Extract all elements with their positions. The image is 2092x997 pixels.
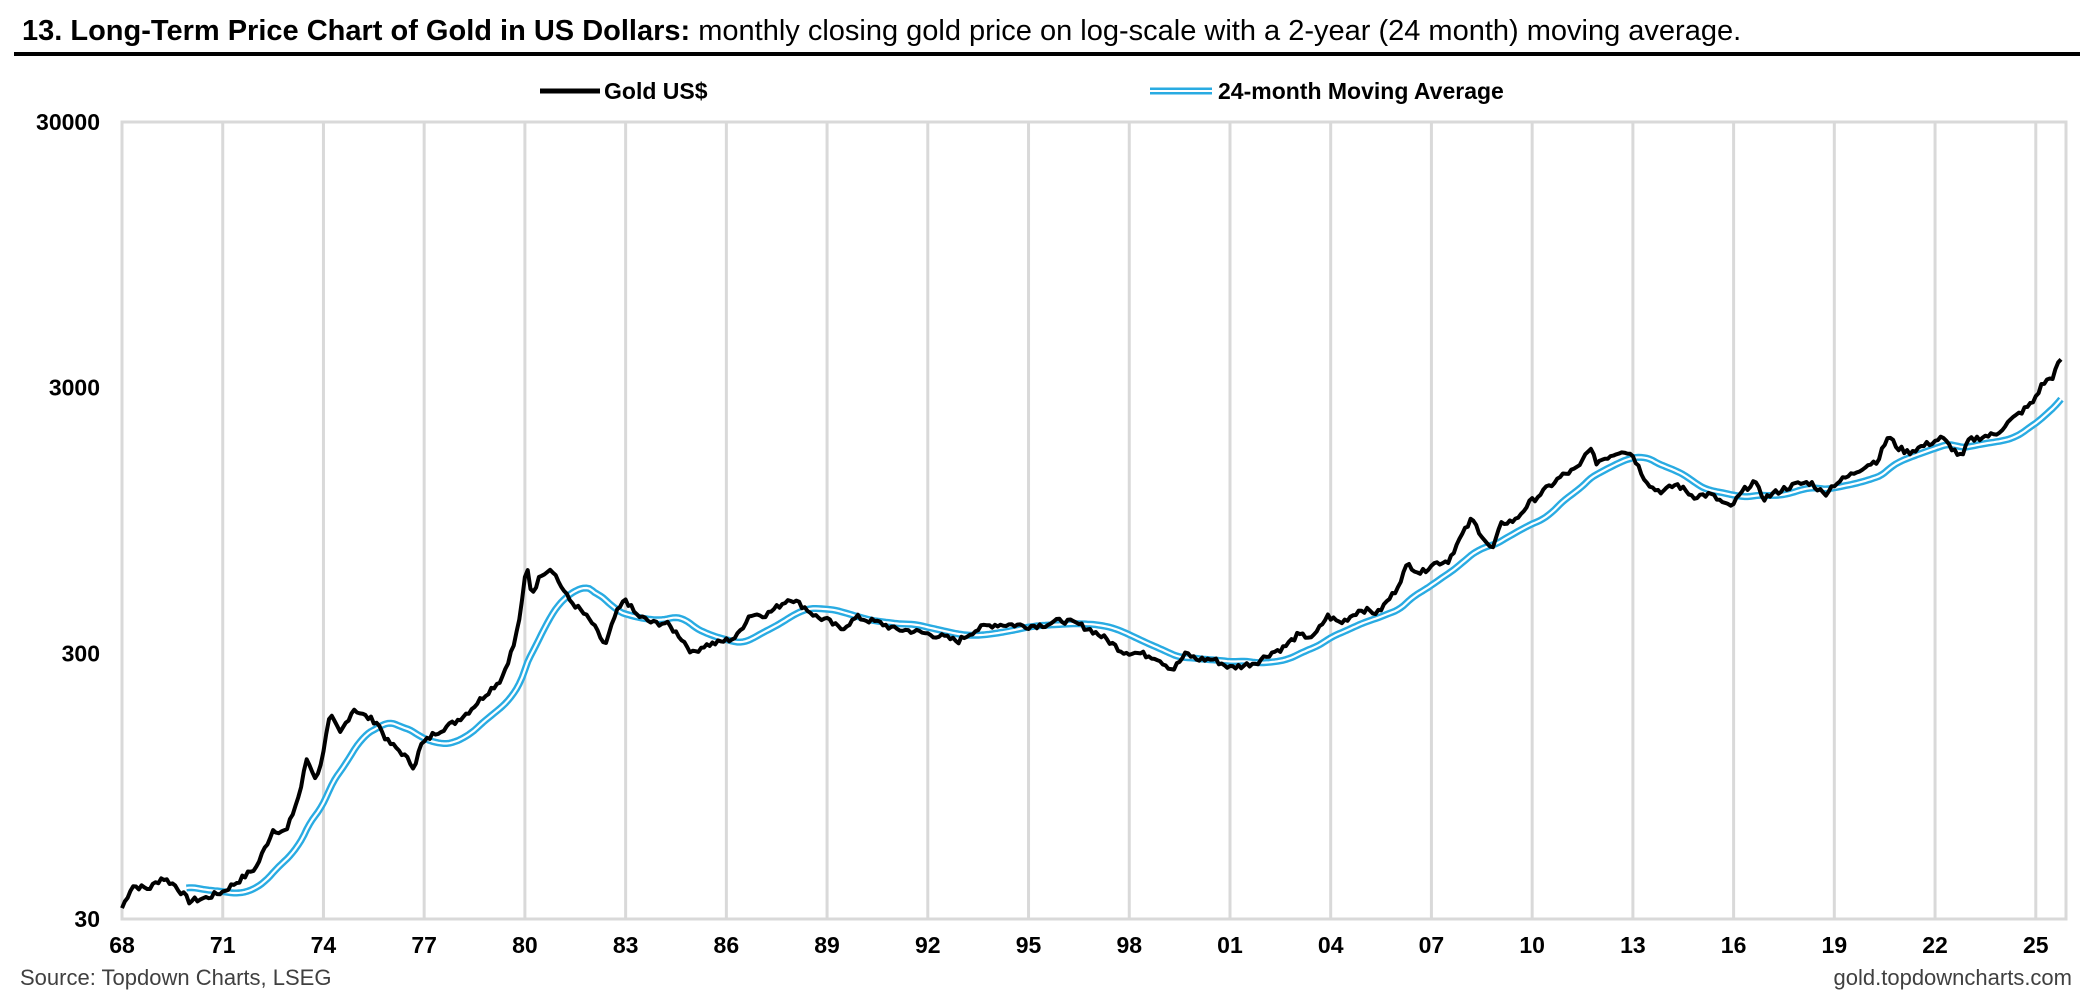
legend-ma-label: 24-month Moving Average xyxy=(1218,78,1504,104)
gold-price-line xyxy=(120,358,2063,909)
y-tick-label: 300 xyxy=(62,640,100,666)
y-tick-label: 30000 xyxy=(36,109,100,135)
x-tick-label: 86 xyxy=(714,932,740,958)
x-tick-label: 04 xyxy=(1318,932,1344,958)
chart-title-bold: 13. Long-Term Price Chart of Gold in US … xyxy=(22,15,690,47)
series-layer xyxy=(120,358,2064,909)
website-credit: gold.topdowncharts.com xyxy=(1834,965,2072,990)
x-tick-label: 19 xyxy=(1822,932,1848,958)
gridlines xyxy=(221,122,2038,919)
x-tick-label: 80 xyxy=(512,932,538,958)
x-tick-label: 22 xyxy=(1922,932,1948,958)
x-tick-label: 77 xyxy=(411,932,437,958)
y-tick-label: 30 xyxy=(74,906,100,932)
y-axis: 30 300 3000 30000 xyxy=(36,109,100,932)
x-axis: 68 71 74 77 80 83 86 89 92 95 98 01 04 07 10 13 16 19 22 25 xyxy=(109,932,2049,958)
x-tick-label: 10 xyxy=(1519,932,1545,958)
plot-border xyxy=(120,120,2068,921)
y-tick-label: 3000 xyxy=(49,375,100,401)
x-tick-label: 98 xyxy=(1116,932,1142,958)
moving-average-line-inner xyxy=(186,398,2062,895)
x-tick-label: 01 xyxy=(1217,932,1243,958)
x-tick-label: 16 xyxy=(1721,932,1747,958)
x-tick-label: 74 xyxy=(311,932,337,958)
chart-title: 13. Long-Term Price Chart of Gold in US … xyxy=(22,15,1741,47)
legend-gold-label: Gold US$ xyxy=(604,78,708,104)
x-tick-label: 92 xyxy=(915,932,941,958)
x-tick-label: 13 xyxy=(1620,932,1646,958)
x-tick-label: 71 xyxy=(210,932,236,958)
x-tick-label: 68 xyxy=(109,932,135,958)
x-tick-label: 83 xyxy=(613,932,639,958)
source-note: Source: Topdown Charts, LSEG xyxy=(20,965,331,990)
x-tick-label: 25 xyxy=(2023,932,2049,958)
title-rule xyxy=(14,52,2080,56)
moving-average-line xyxy=(185,396,2064,897)
legend: Gold US$ 24-month Moving Average xyxy=(540,78,1504,104)
chart-subtitle: monthly closing gold price on log-scale … xyxy=(690,15,1741,47)
x-tick-label: 07 xyxy=(1419,932,1445,958)
x-tick-label: 95 xyxy=(1016,932,1042,958)
x-tick-label: 89 xyxy=(814,932,840,958)
